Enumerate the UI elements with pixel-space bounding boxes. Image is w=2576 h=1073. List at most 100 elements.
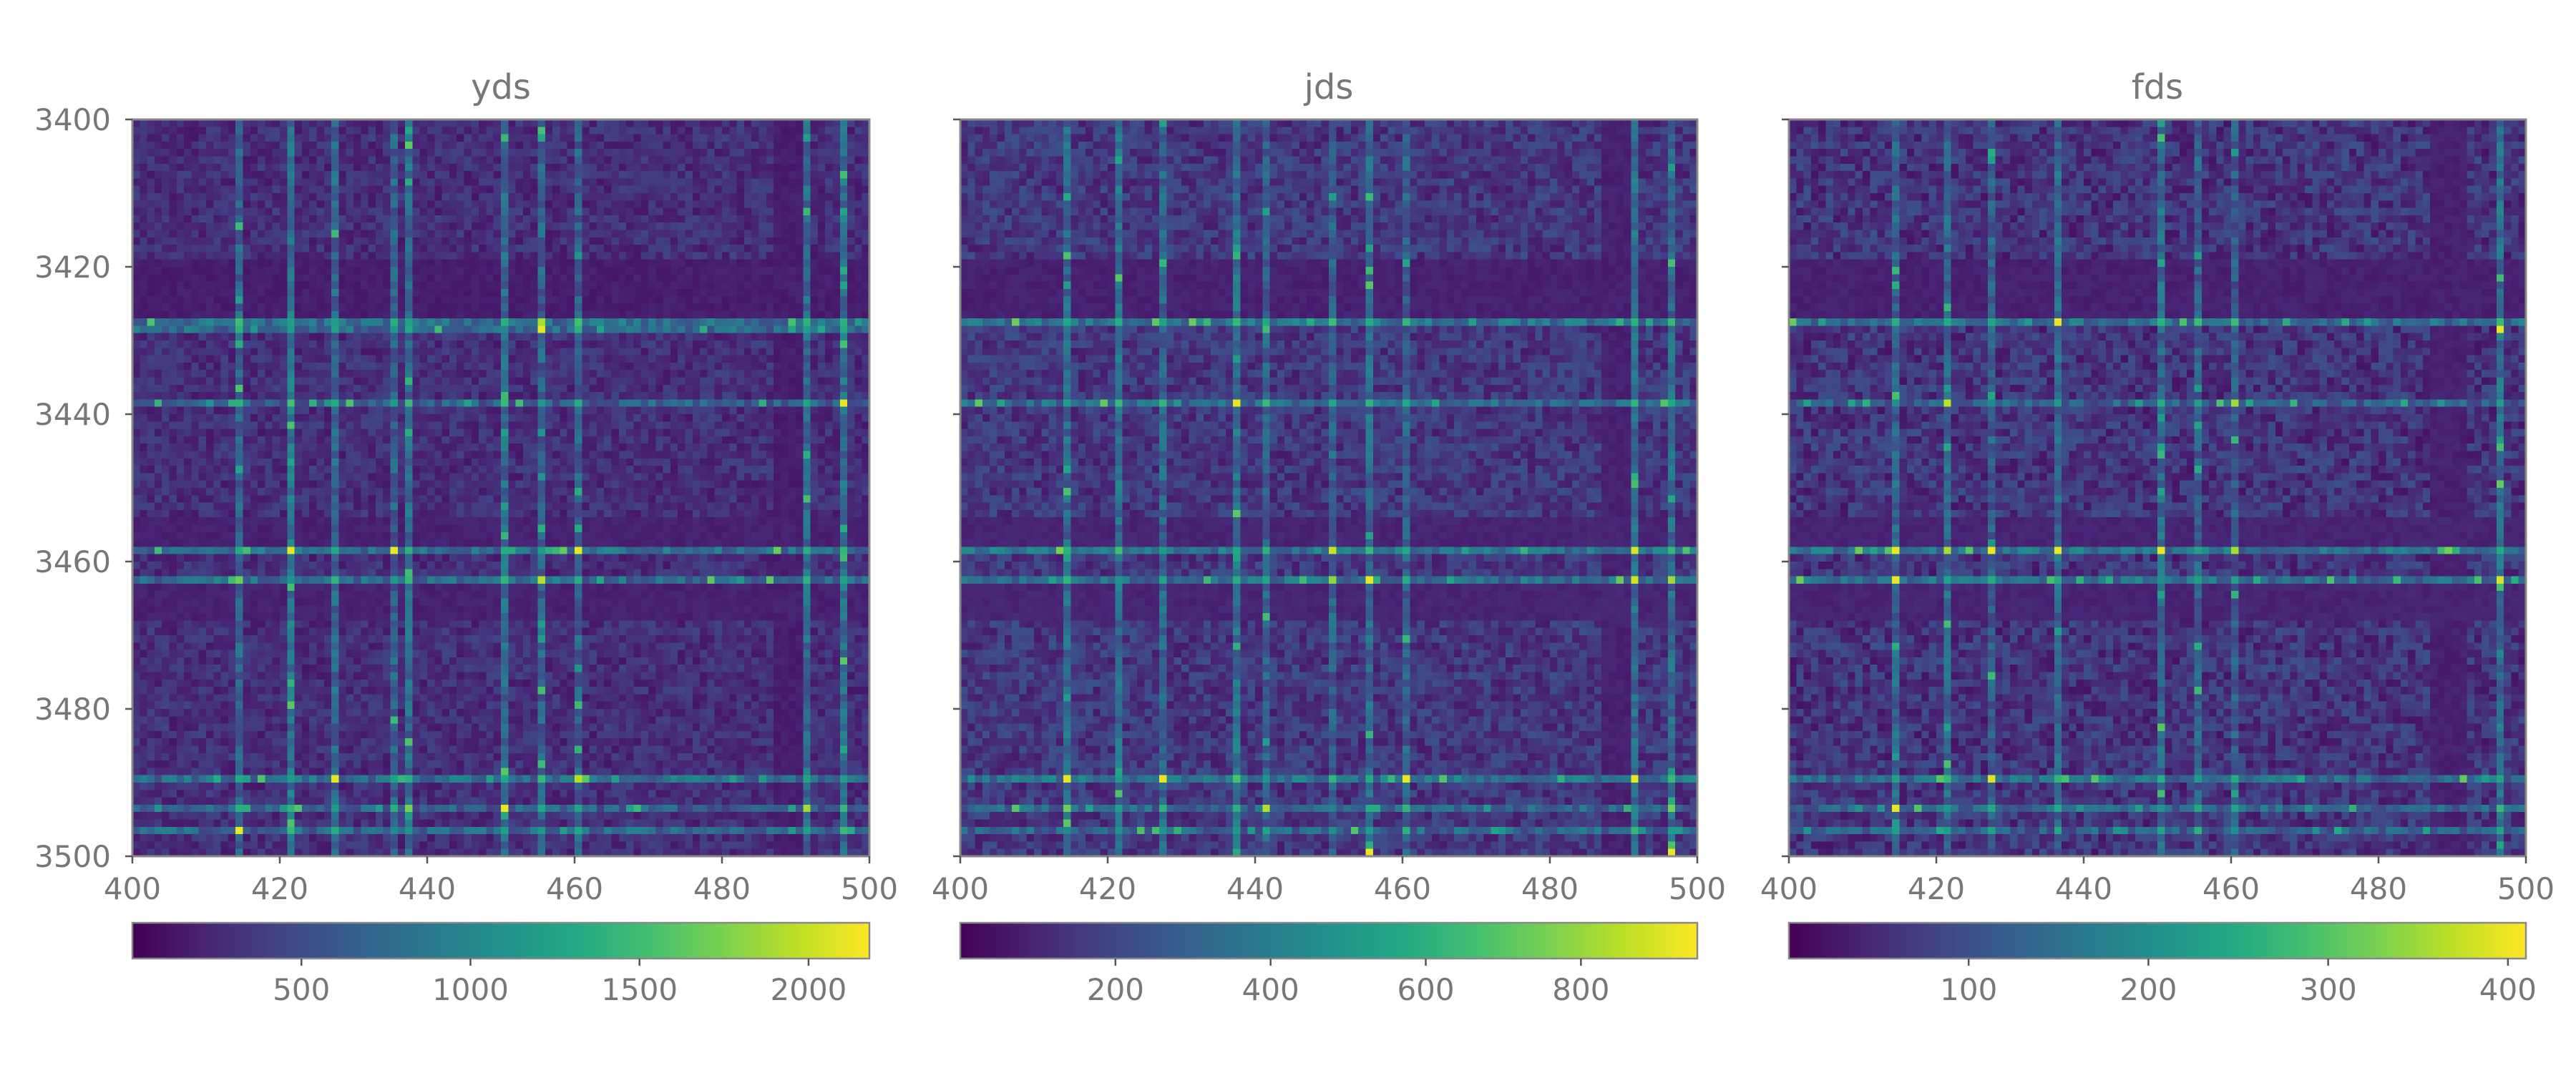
heatmap-cell xyxy=(294,384,303,393)
heatmap-cell xyxy=(449,333,457,341)
heatmap-cell xyxy=(678,281,686,290)
heatmap-cell xyxy=(567,288,575,297)
heatmap-cell xyxy=(743,252,752,260)
heatmap-cell xyxy=(323,171,332,179)
heatmap-cell xyxy=(508,480,517,489)
heatmap-cell xyxy=(788,480,796,489)
heatmap-cell xyxy=(449,141,457,150)
heatmap-cell xyxy=(854,362,863,371)
heatmap-cell xyxy=(640,466,649,474)
heatmap-cell xyxy=(176,163,185,172)
heatmap-cell xyxy=(176,303,185,312)
heatmap-cell xyxy=(405,473,413,481)
heatmap-cell xyxy=(235,252,244,260)
heatmap-cell xyxy=(449,480,457,489)
heatmap-cell xyxy=(464,392,472,400)
heatmap-cell xyxy=(832,171,841,179)
heatmap-cell xyxy=(774,473,781,481)
heatmap-cell xyxy=(243,274,251,283)
heatmap-cell xyxy=(722,421,730,430)
heatmap-cell xyxy=(575,149,582,157)
heatmap-cell xyxy=(419,473,428,481)
heatmap-cell xyxy=(250,444,258,452)
heatmap-cell xyxy=(441,259,450,268)
heatmap-cell xyxy=(810,377,819,386)
heatmap-cell xyxy=(147,119,155,127)
heatmap-cell xyxy=(368,296,376,305)
heatmap-cell xyxy=(434,200,443,209)
heatmap-cell xyxy=(191,222,200,231)
heatmap-cell xyxy=(626,325,634,334)
heatmap-cell xyxy=(736,237,745,245)
heatmap-cell xyxy=(375,274,384,283)
heatmap-cell xyxy=(589,134,597,142)
heatmap-cell xyxy=(323,384,332,393)
heatmap-cell xyxy=(250,267,258,275)
heatmap-cell xyxy=(685,414,693,422)
heatmap-cell xyxy=(191,436,200,444)
heatmap-cell xyxy=(235,259,244,268)
heatmap-cell xyxy=(530,444,539,452)
heatmap-cell xyxy=(198,325,207,334)
heatmap-cell xyxy=(537,134,546,142)
heatmap-cell xyxy=(545,414,553,422)
heatmap-cell xyxy=(854,252,863,260)
heatmap-cell xyxy=(390,399,399,408)
heatmap-cell xyxy=(140,466,148,474)
heatmap-cell xyxy=(390,355,399,363)
heatmap-cell xyxy=(537,230,546,238)
heatmap-cell xyxy=(272,377,280,386)
heatmap-cell xyxy=(375,296,384,305)
heatmap-cell xyxy=(206,215,214,223)
heatmap-cell xyxy=(228,149,236,157)
heatmap-cell xyxy=(596,458,605,466)
heatmap-cell xyxy=(670,127,678,135)
heatmap-cell xyxy=(758,230,767,238)
heatmap-cell xyxy=(743,444,752,452)
heatmap-cell xyxy=(700,451,708,459)
heatmap-cell xyxy=(464,127,472,135)
heatmap-cell xyxy=(655,134,664,142)
heatmap-cell xyxy=(774,127,781,135)
heatmap-cell xyxy=(736,325,745,334)
heatmap-cell xyxy=(839,127,848,135)
heatmap-cell xyxy=(397,119,406,127)
heatmap-cell xyxy=(604,127,613,135)
heatmap-cell xyxy=(626,399,634,408)
heatmap-cell xyxy=(213,156,222,165)
heatmap-cell xyxy=(250,406,258,415)
heatmap-cell xyxy=(692,340,701,348)
heatmap-cell xyxy=(368,444,376,452)
heatmap-cell xyxy=(655,156,664,165)
heatmap-cell xyxy=(640,406,649,415)
heatmap-cell xyxy=(471,384,479,393)
heatmap-cell xyxy=(862,127,870,135)
heatmap-cell xyxy=(243,127,251,135)
heatmap-cell xyxy=(191,414,200,422)
heatmap-cell xyxy=(368,127,376,135)
heatmap-cell xyxy=(353,421,361,430)
heatmap-cell xyxy=(464,414,472,422)
heatmap-cell xyxy=(722,384,730,393)
heatmap-cell xyxy=(515,119,524,127)
heatmap-cell xyxy=(405,355,413,363)
heatmap-cell xyxy=(700,215,708,223)
heatmap-cell xyxy=(397,444,406,452)
heatmap-cell xyxy=(154,377,162,386)
heatmap-cell xyxy=(743,141,752,150)
heatmap-cell xyxy=(184,163,192,172)
heatmap-cell xyxy=(633,281,642,290)
heatmap-cell xyxy=(796,119,804,127)
heatmap-cell xyxy=(781,296,789,305)
heatmap-cell xyxy=(235,267,244,275)
heatmap-cell xyxy=(817,406,826,415)
heatmap-cell xyxy=(522,230,531,238)
heatmap-cell xyxy=(567,149,575,157)
heatmap-cell xyxy=(405,222,413,231)
heatmap-cell xyxy=(560,458,568,466)
heatmap-cell xyxy=(449,310,457,319)
heatmap-cell xyxy=(368,428,376,437)
heatmap-cell xyxy=(390,274,399,283)
heatmap-cell xyxy=(515,392,524,400)
heatmap-cell xyxy=(427,222,435,231)
